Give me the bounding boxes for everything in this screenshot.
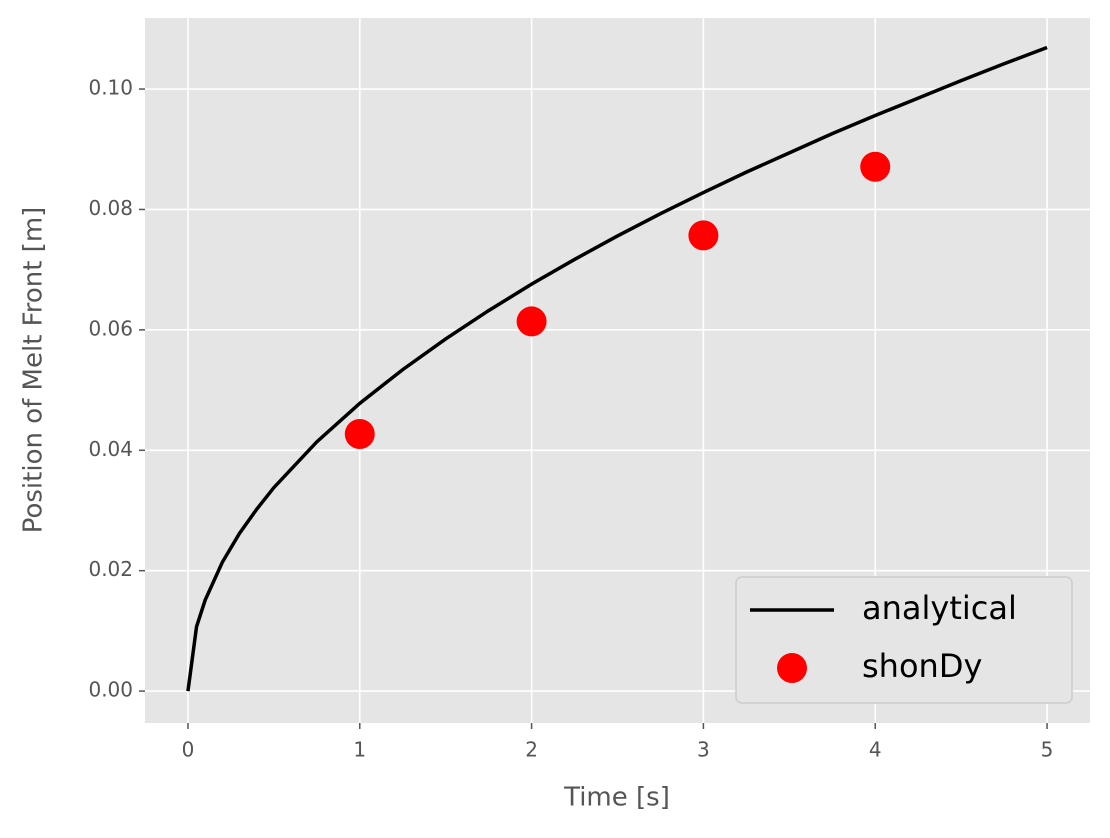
x-tick-label: 5 — [1041, 738, 1054, 762]
legend-marker — [777, 653, 807, 683]
y-tick-label: 0.00 — [88, 678, 133, 702]
y-axis-label: Position of Melt Front [m] — [19, 207, 49, 534]
x-tick-label: 1 — [353, 738, 366, 762]
y-tick-label: 0.02 — [88, 557, 133, 581]
y-tick-label: 0.10 — [88, 76, 133, 100]
line — [186, 45, 1048, 692]
y-tick-label: 0.08 — [88, 196, 133, 220]
marker — [516, 306, 547, 337]
marker — [860, 151, 891, 182]
x-tick-label: 4 — [869, 738, 882, 762]
x-tick-label: 2 — [525, 738, 538, 762]
x-tick-label: 3 — [697, 738, 710, 762]
marker — [344, 419, 375, 450]
x-axis-label: Time [s] — [563, 783, 670, 813]
x-tick-label: 0 — [182, 738, 195, 762]
marker — [688, 220, 719, 251]
y-tick-label: 0.06 — [88, 316, 133, 340]
y-tick-label: 0.04 — [88, 437, 133, 461]
legend-label: analytical — [862, 589, 1017, 627]
legend-label: shonDy — [862, 647, 982, 685]
